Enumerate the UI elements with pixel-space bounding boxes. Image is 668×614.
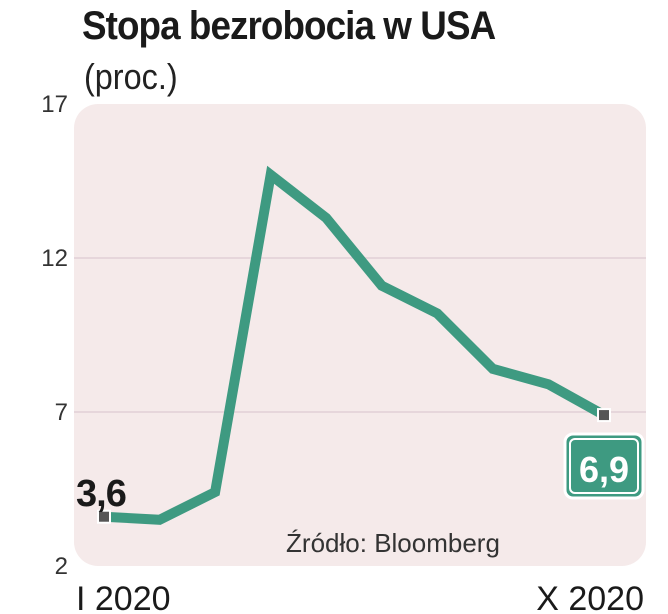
first-value-label: 3,6 — [76, 473, 126, 515]
first-point-marker — [97, 509, 111, 524]
last-value-label: 6,9 — [579, 449, 629, 490]
source-label: Źródło: Bloomberg — [286, 528, 500, 558]
y-tick-label: 12 — [41, 245, 68, 272]
y-tick-label: 17 — [41, 91, 68, 118]
last-value-badge-box — [563, 432, 645, 500]
x-tick-label-last: X 2020 — [536, 580, 644, 614]
chart-subtitle: (proc.) — [84, 56, 178, 97]
series-line — [103, 165, 607, 525]
y-tick-label: 2 — [55, 553, 68, 580]
x-tick-label-first: I 2020 — [76, 580, 171, 614]
chart-title: Stopa bezrobocia w USA — [82, 4, 496, 48]
plot-background — [74, 104, 646, 566]
last-point-marker — [597, 408, 611, 423]
last-value-badge: 6,9 — [563, 432, 645, 500]
last-value-badge-inner-border — [569, 438, 639, 494]
y-tick-label: 7 — [55, 399, 68, 426]
